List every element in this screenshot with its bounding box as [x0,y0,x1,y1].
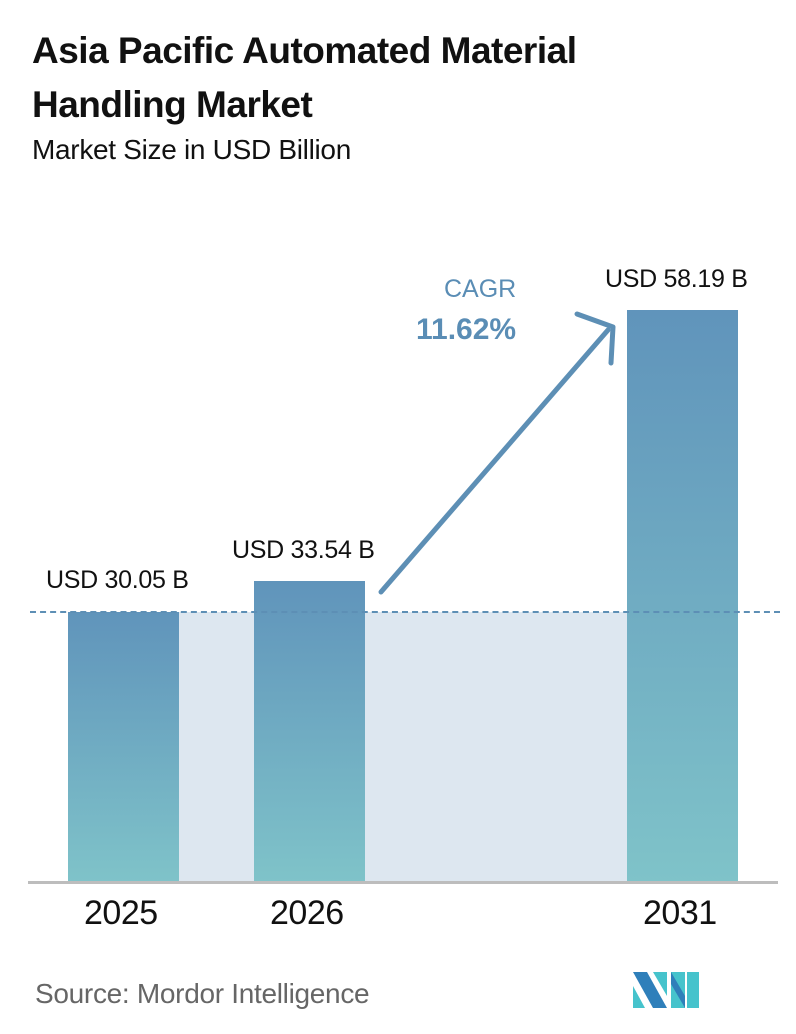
bar-2025 [68,612,179,882]
chart-subtitle: Market Size in USD Billion [32,134,351,165]
growth-region [179,612,627,882]
x-axis-line [28,881,778,884]
bar-label-2031: USD 58.19 B [605,265,748,293]
source-text: Source: Mordor Intelligence [35,978,370,1009]
chart-title: Asia Pacific Automated Material Handling… [32,30,577,125]
bar-label-2025: USD 30.05 B [46,566,189,594]
x-tick-2025: 2025 [84,894,158,932]
cagr-label: CAGR [444,275,517,303]
bar-2031 [627,310,738,882]
bar-2026 [254,581,365,882]
x-tick-2026: 2026 [270,894,344,932]
bar-label-2026: USD 33.54 B [232,536,375,564]
cagr-value: 11.62% [416,313,517,346]
mordor-logo-icon [633,972,699,1008]
x-tick-2031: 2031 [643,894,717,932]
baseline-dashed-line [30,611,780,613]
